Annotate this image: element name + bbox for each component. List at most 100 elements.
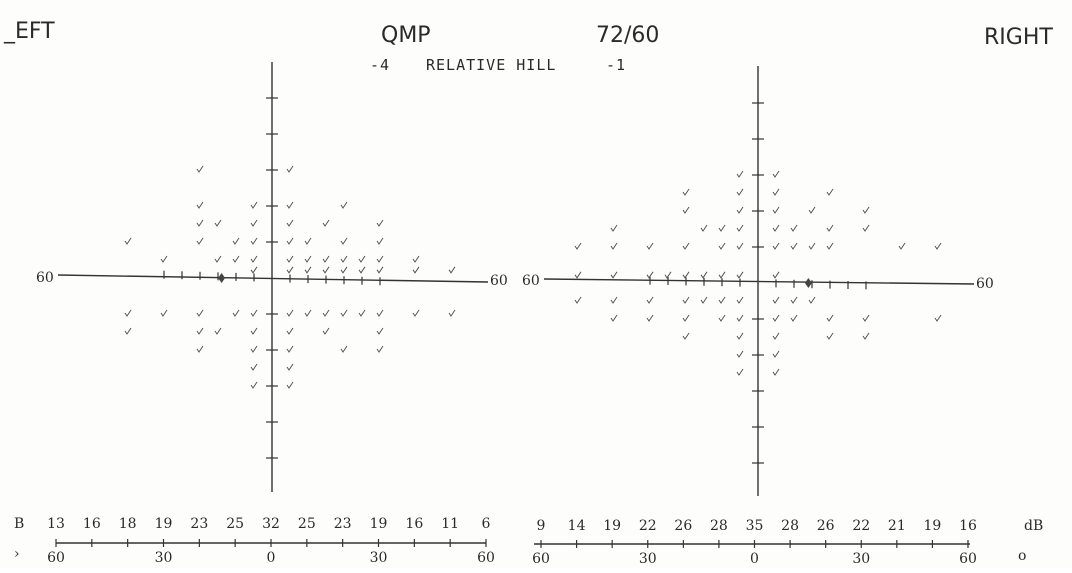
test-point-mark	[808, 206, 816, 214]
test-point-mark	[214, 327, 222, 335]
test-point-mark	[286, 165, 294, 173]
test-point-mark	[718, 314, 726, 322]
left-axis-label-left: 60	[36, 270, 54, 286]
test-point-mark	[646, 296, 654, 304]
test-point-mark	[250, 381, 258, 389]
left-db-values: 13 16 18 19 23 25 32 25 23 19 16 11 6	[47, 516, 490, 532]
right-db-values: 9 14 19 22 26 28 35 28 26 22 21 19 16	[537, 518, 977, 534]
db-value: 16	[405, 516, 423, 532]
test-point-mark	[376, 237, 384, 245]
test-point-mark	[718, 296, 726, 304]
degree-label: 60	[959, 551, 977, 567]
test-point-mark	[700, 296, 708, 304]
db-value: 26	[674, 518, 692, 534]
test-point-mark	[214, 255, 222, 263]
test-point-mark	[250, 201, 258, 209]
test-point-mark	[322, 309, 330, 317]
test-point-mark	[826, 314, 834, 322]
test-point-mark	[286, 201, 294, 209]
test-point-mark	[718, 271, 726, 279]
test-point-mark	[808, 296, 816, 304]
left-visual-field: 60 60	[36, 62, 508, 492]
test-point-mark	[196, 237, 204, 245]
test-point-mark	[340, 255, 348, 263]
degree-label: 0	[750, 551, 759, 567]
left-blind-spot-marker	[218, 273, 226, 283]
test-point-mark	[196, 309, 204, 317]
test-point-mark	[736, 350, 744, 358]
test-point-mark	[376, 309, 384, 317]
test-point-mark	[286, 237, 294, 245]
degree-label: 30	[852, 551, 870, 567]
test-point-mark	[358, 266, 366, 274]
test-point-mark	[682, 242, 690, 250]
test-point-mark	[286, 309, 294, 317]
test-point-mark	[646, 314, 654, 322]
test-point-mark	[790, 314, 798, 322]
test-point-mark	[196, 345, 204, 353]
test-point-mark	[286, 219, 294, 227]
left-eye-label: _EFT	[3, 19, 55, 44]
test-point-mark	[340, 266, 348, 274]
test-point-mark	[322, 327, 330, 335]
test-point-mark	[160, 255, 168, 263]
db-value: 9	[537, 518, 546, 534]
test-point-mark	[412, 255, 420, 263]
test-point-mark	[772, 242, 780, 250]
test-point-mark	[862, 314, 870, 322]
test-point-mark	[250, 266, 258, 274]
test-point-mark	[412, 309, 420, 317]
test-point-mark	[196, 165, 204, 173]
right-eye-label: RIGHT	[984, 25, 1053, 50]
db-value: 28	[781, 518, 799, 534]
test-point-mark	[286, 255, 294, 263]
test-point-mark	[898, 242, 906, 250]
test-point-mark	[376, 345, 384, 353]
test-point-mark	[124, 327, 132, 335]
test-point-mark	[826, 332, 834, 340]
degree-label: 0	[267, 550, 276, 566]
db-value: 19	[924, 518, 942, 534]
test-point-mark	[736, 296, 744, 304]
test-point-mark	[376, 219, 384, 227]
test-point-mark	[790, 242, 798, 250]
db-value: 16	[959, 518, 977, 534]
right-axis-label-left: 60	[522, 273, 540, 289]
db-value: 13	[47, 516, 65, 532]
test-point-mark	[376, 255, 384, 263]
test-point-mark	[718, 242, 726, 250]
test-point-mark	[736, 271, 744, 279]
right-degree-labels: 60 30 0 30 60	[532, 551, 977, 567]
db-value: 23	[190, 516, 208, 532]
test-point-mark	[340, 345, 348, 353]
left-degree-labels: 60 30 0 30 60	[47, 550, 495, 566]
test-point-mark	[322, 255, 330, 263]
test-point-mark	[574, 242, 582, 250]
test-point-mark	[322, 266, 330, 274]
test-point-mark	[448, 266, 456, 274]
sub-right-value: -1	[606, 56, 626, 74]
left-axis-ticks	[163, 97, 381, 459]
test-point-mark	[790, 296, 798, 304]
test-point-mark	[736, 368, 744, 376]
db-value: 19	[370, 516, 388, 532]
test-point-mark	[682, 296, 690, 304]
test-point-mark	[826, 188, 834, 196]
test-point-mark	[286, 381, 294, 389]
test-point-mark	[682, 206, 690, 214]
test-point-mark	[772, 350, 780, 358]
test-point-mark	[610, 296, 618, 304]
test-point-mark	[736, 314, 744, 322]
degree-label: 60	[532, 551, 550, 567]
test-point-mark	[610, 314, 618, 322]
db-value: 22	[852, 518, 870, 534]
test-point-mark	[358, 255, 366, 263]
test-point-mark	[736, 224, 744, 232]
right-axis-ticks	[649, 102, 867, 464]
test-point-mark	[646, 271, 654, 279]
test-point-mark	[682, 314, 690, 322]
db-value: 19	[603, 518, 621, 534]
test-point-mark	[718, 224, 726, 232]
sub-title: RELATIVE HILL	[426, 56, 556, 74]
left-db-prefix: B	[14, 516, 24, 532]
